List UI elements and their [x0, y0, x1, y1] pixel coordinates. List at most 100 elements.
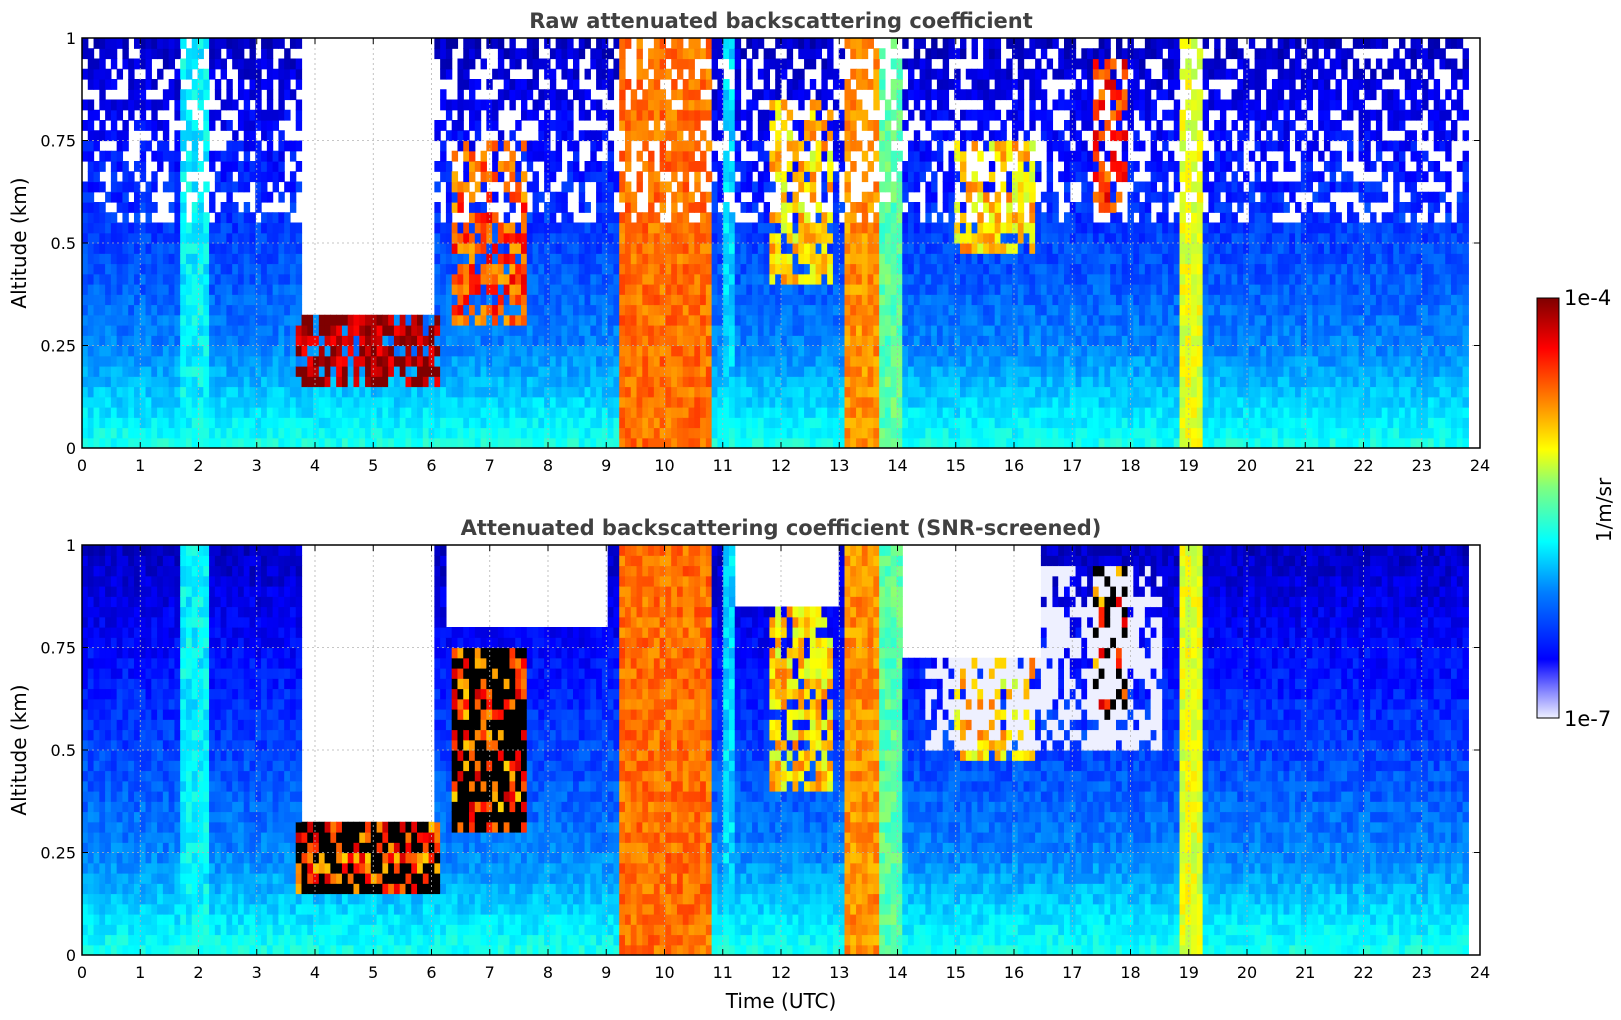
- heatmap-cell: [411, 396, 418, 408]
- heatmap-cell: [884, 273, 892, 285]
- heatmap-cell: [861, 68, 869, 80]
- heatmap-cell: [694, 335, 701, 347]
- heatmap-cell: [567, 243, 574, 254]
- heatmap-cell: [255, 232, 262, 244]
- heatmap-cell: [728, 376, 736, 388]
- heatmap-cell: [515, 58, 522, 70]
- heatmap-cell: [544, 58, 551, 70]
- heatmap-cell: [734, 232, 742, 244]
- heatmap-cell: [526, 355, 534, 367]
- heatmap-cell: [168, 407, 176, 418]
- heatmap-cell: [515, 222, 522, 234]
- heatmap-cell: [705, 222, 713, 234]
- heatmap-cell: [717, 366, 724, 377]
- heatmap-cell: [619, 284, 626, 295]
- heatmap-cell: [896, 355, 903, 367]
- heatmap-cell: [948, 222, 955, 234]
- heatmap-cell: [561, 386, 568, 398]
- heatmap-cell: [734, 140, 742, 152]
- heatmap-cell: [711, 99, 719, 111]
- heatmap-cell: [105, 325, 112, 336]
- heatmap-cell: [890, 386, 898, 398]
- heatmap-cell: [105, 417, 112, 429]
- heatmap-cell: [266, 232, 274, 244]
- heatmap-cell: [827, 345, 834, 357]
- heatmap-cell: [948, 232, 955, 244]
- heatmap-cell: [474, 335, 482, 347]
- heatmap-cell: [931, 345, 938, 357]
- heatmap-cell: [792, 161, 799, 172]
- heatmap-cell: [1012, 130, 1019, 142]
- heatmap-cell: [1017, 396, 1025, 408]
- heatmap-cell: [492, 161, 499, 172]
- heatmap-cell: [890, 407, 898, 418]
- heatmap-cell: [942, 427, 950, 439]
- heatmap-cell: [879, 120, 886, 131]
- heatmap-cell: [734, 253, 742, 265]
- heatmap-cell: [931, 294, 938, 306]
- heatmap-cell: [694, 263, 701, 275]
- heatmap-cell: [925, 407, 932, 418]
- heatmap-cell: [804, 417, 811, 429]
- heatmap-cell: [1006, 284, 1013, 295]
- heatmap-cell: [931, 89, 938, 101]
- heatmap-cell: [336, 366, 343, 377]
- heatmap-cell: [630, 263, 638, 275]
- heatmap-cell: [902, 58, 909, 70]
- heatmap-cell: [509, 191, 516, 203]
- heatmap-cell: [919, 243, 926, 254]
- heatmap-cell: [879, 437, 886, 448]
- heatmap-cell: [440, 314, 447, 326]
- heatmap-cell: [261, 386, 268, 398]
- heatmap-cell: [497, 68, 505, 80]
- heatmap-cell: [676, 181, 684, 193]
- heatmap-cell: [983, 437, 990, 448]
- heatmap-cell: [676, 273, 684, 285]
- heatmap-cell: [757, 140, 765, 152]
- heatmap-cell: [925, 284, 932, 295]
- heatmap-cell: [942, 345, 950, 357]
- heatmap-cell: [578, 232, 586, 244]
- heatmap-cell: [237, 68, 245, 80]
- heatmap-cell: [174, 212, 181, 224]
- heatmap-cell: [474, 38, 482, 49]
- heatmap-cell: [116, 161, 124, 172]
- heatmap-cell: [653, 273, 661, 285]
- heatmap-cell: [168, 222, 176, 234]
- heatmap-cell: [122, 335, 129, 347]
- heatmap-cell: [544, 304, 551, 316]
- heatmap-cell: [688, 243, 695, 254]
- heatmap-cell: [815, 284, 822, 295]
- heatmap-cell: [838, 366, 846, 377]
- heatmap-cell: [688, 273, 695, 285]
- heatmap-cell: [578, 417, 586, 429]
- heatmap-cell: [948, 273, 955, 285]
- heatmap-cell: [116, 304, 124, 316]
- heatmap-cell: [786, 325, 794, 336]
- heatmap-cell: [671, 130, 678, 142]
- heatmap-cell: [636, 273, 643, 285]
- heatmap-cell: [671, 366, 678, 377]
- heatmap-cell: [752, 191, 759, 203]
- heatmap-cell: [763, 109, 770, 121]
- heatmap-cell: [1012, 427, 1019, 439]
- heatmap-cell: [607, 161, 615, 172]
- heatmap-cell: [954, 253, 961, 265]
- heatmap-cell: [688, 253, 695, 265]
- heatmap-cell: [694, 232, 701, 244]
- heatmap-cell: [711, 130, 719, 142]
- heatmap-cell: [746, 284, 753, 295]
- heatmap-cell: [526, 150, 534, 162]
- heatmap-cell: [249, 284, 256, 295]
- heatmap-cell: [214, 38, 222, 49]
- heatmap-cell: [821, 243, 828, 254]
- heatmap-cell: [497, 335, 505, 347]
- heatmap-cell: [925, 48, 932, 60]
- heatmap-cell: [948, 171, 955, 183]
- heatmap-cell: [688, 150, 695, 162]
- heatmap-cell: [105, 335, 112, 347]
- heatmap-cell: [913, 273, 921, 285]
- heatmap-cell: [827, 222, 834, 234]
- heatmap-cell: [948, 366, 955, 377]
- heatmap-cell: [757, 407, 765, 418]
